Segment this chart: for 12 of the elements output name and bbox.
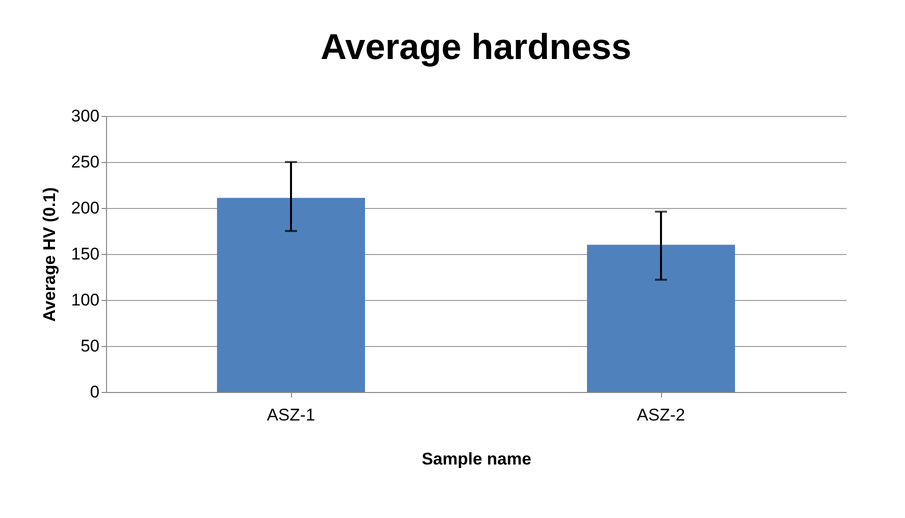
chart-title: Average hardness	[320, 26, 632, 67]
y-tick-label: 250	[71, 152, 100, 172]
x-tick-label: ASZ-2	[636, 406, 686, 424]
y-axis-title: Average HV (0.1)	[40, 187, 60, 322]
y-tick-label: 300	[71, 106, 100, 126]
y-tick-label: 50	[80, 336, 100, 356]
y-tick-label: 200	[71, 198, 100, 218]
y-tick-label: 150	[71, 244, 100, 264]
x-axis-title: Sample name	[422, 450, 532, 468]
x-tick-label: ASZ-1	[266, 406, 316, 424]
y-tick-label: 0	[90, 382, 100, 402]
y-tick-label: 100	[71, 290, 100, 310]
